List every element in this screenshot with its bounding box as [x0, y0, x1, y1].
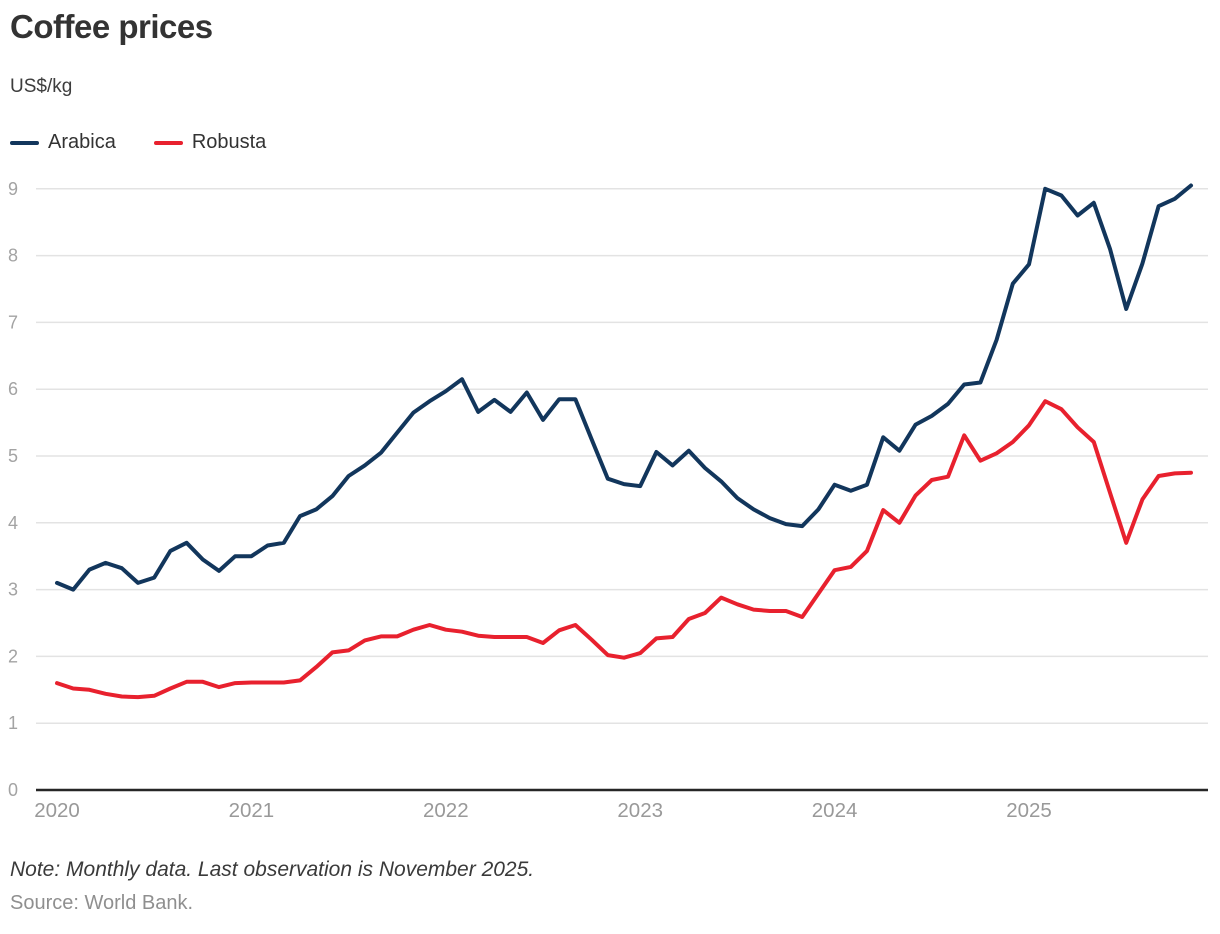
page-title: Coffee prices	[10, 8, 213, 45]
chart-legend: Arabica Robusta	[10, 131, 266, 154]
price-chart: 0 1 2 3 4 5 6 7 8 9 2020 2021 2022 2023 2024 2025	[8, 179, 1208, 822]
y-tick-label: 7	[8, 312, 18, 332]
y-tick-label: 5	[8, 446, 18, 466]
chart-note: Note: Monthly data. Last observation is …	[10, 858, 535, 881]
x-tick-label: 2024	[812, 799, 858, 822]
y-tick-label: 1	[8, 713, 18, 733]
arabica-label: Arabica	[48, 131, 116, 153]
y-tick-label: 2	[8, 646, 18, 666]
x-tick-label: 2023	[617, 799, 663, 822]
x-tick-label: 2021	[229, 799, 275, 822]
y-tick-label: 0	[8, 780, 18, 800]
arabica-swatch	[10, 140, 39, 145]
x-tick-label: 2020	[34, 799, 80, 822]
y-tick-label: 3	[8, 580, 18, 600]
x-tick-label: 2022	[423, 799, 469, 822]
legend-item-arabica: Arabica	[10, 131, 116, 154]
robusta-label: Robusta	[191, 131, 267, 153]
chart-source: Source: World Bank.	[10, 892, 194, 914]
y-tick-label: 9	[8, 179, 18, 199]
legend-item-robusta: Robusta	[153, 131, 267, 154]
robusta-swatch	[153, 140, 183, 145]
robusta-line	[55, 399, 1193, 700]
x-tick-label: 2025	[1006, 799, 1052, 822]
unit-label: US$/kg	[10, 76, 73, 97]
y-tick-label: 6	[8, 379, 18, 399]
y-tick-label: 4	[8, 513, 18, 533]
y-tick-label: 8	[8, 246, 18, 266]
arabica-line	[55, 183, 1193, 592]
